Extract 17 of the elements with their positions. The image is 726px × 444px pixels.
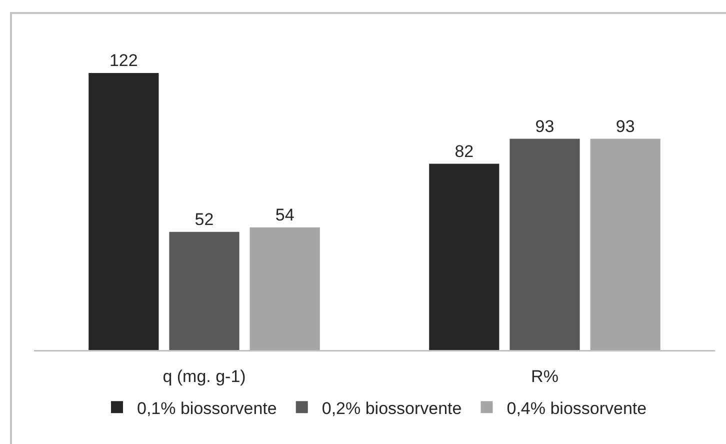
data-label: 54 [275,205,294,224]
data-label: 52 [194,210,214,229]
bar [510,138,580,350]
bar [88,72,159,350]
bar [590,138,660,350]
bar [429,164,500,350]
data-label: 93 [535,116,554,136]
data-label: 93 [616,116,635,136]
legend-label: 0,2% biossorvente [322,398,462,418]
bar [169,232,240,350]
bar [250,227,320,350]
data-label: 82 [454,142,474,161]
data-label: 122 [109,50,138,70]
legend-label: 0,1% biossorvente [137,398,277,418]
x-tick-label: q (mg. g-1) [162,366,246,386]
x-tick-label: R% [531,366,558,386]
legend-label: 0,4% biossorvente [506,398,647,418]
